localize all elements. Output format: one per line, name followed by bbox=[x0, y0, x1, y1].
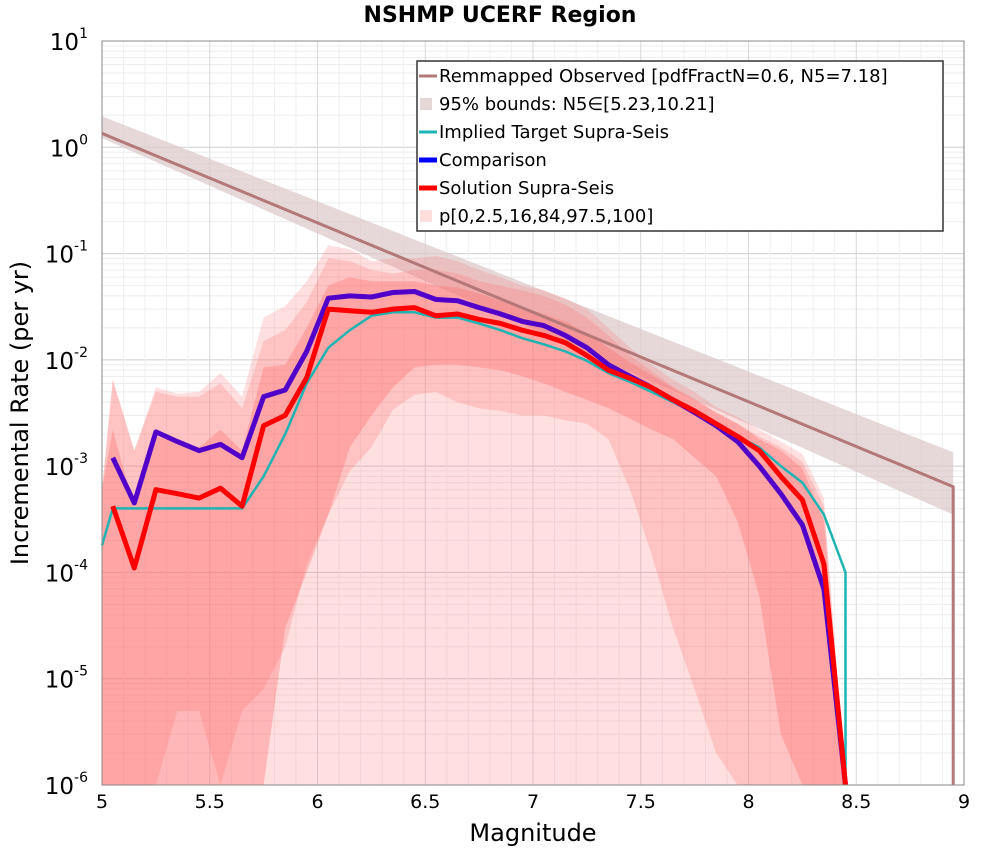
observed-line bbox=[101, 132, 955, 785]
legend-box bbox=[416, 60, 944, 232]
y-tick-label: 10-2 bbox=[45, 345, 88, 375]
x-tick-label: 7.5 bbox=[626, 791, 656, 813]
legend-label: Comparison bbox=[439, 150, 547, 171]
legend-label: Remmapped Observed [pdfFractN=0.6, N5=7.… bbox=[439, 66, 888, 87]
y-tick-label: 10-4 bbox=[45, 557, 88, 587]
x-tick-label: 5.5 bbox=[195, 791, 225, 813]
plot-frame bbox=[101, 40, 965, 786]
y-tick-label: 10-5 bbox=[45, 664, 88, 694]
legend-swatch bbox=[420, 210, 432, 222]
x-axis-ticks: 5 5.5 6 6.5 7 7.5 8 8.5 9 bbox=[96, 791, 970, 813]
solution-percentile-band bbox=[102, 277, 846, 785]
legend-swatch bbox=[420, 98, 432, 110]
y-tick-label: 10-3 bbox=[45, 451, 88, 481]
y-tick-label: 10-6 bbox=[45, 770, 88, 800]
observed-bounds-band bbox=[102, 116, 954, 515]
x-axis-label: Magnitude bbox=[469, 819, 596, 847]
legend-label: p[0,2.5,16,84,97.5,100] bbox=[439, 206, 653, 227]
solution-line bbox=[110, 305, 848, 786]
x-tick-label: 6.5 bbox=[410, 791, 440, 813]
x-tick-label: 6 bbox=[311, 791, 323, 813]
data-series bbox=[100, 132, 955, 786]
x-tick-label: 8 bbox=[742, 791, 754, 813]
legend: Remmapped Observed [pdfFractN=0.6, N5=7.… bbox=[416, 60, 944, 232]
legend-label: Implied Target Supra-Seis bbox=[439, 122, 669, 143]
legend-items: Remmapped Observed [pdfFractN=0.6, N5=7.… bbox=[419, 66, 888, 227]
comparison-line bbox=[110, 289, 848, 786]
y-tick-label: 10-1 bbox=[45, 239, 88, 269]
x-tick-label: 8.5 bbox=[841, 791, 871, 813]
legend-label: 95% bounds: N5∈[5.23,10.21] bbox=[439, 94, 715, 115]
y-axis-ticks: 10-6 10-5 10-4 10-3 10-2 10-1 100 101 bbox=[45, 26, 88, 800]
y-tick-label: 100 bbox=[50, 132, 88, 162]
y-axis-label: Incremental Rate (per yr) bbox=[6, 261, 34, 565]
x-tick-label: 9 bbox=[958, 791, 970, 813]
legend-label: Solution Supra-Seis bbox=[439, 178, 614, 199]
x-tick-label: 7 bbox=[527, 791, 539, 813]
x-tick-label: 5 bbox=[96, 791, 108, 813]
y-tick-label: 101 bbox=[50, 26, 88, 56]
chart-title: NSHMP UCERF Region bbox=[364, 3, 637, 28]
